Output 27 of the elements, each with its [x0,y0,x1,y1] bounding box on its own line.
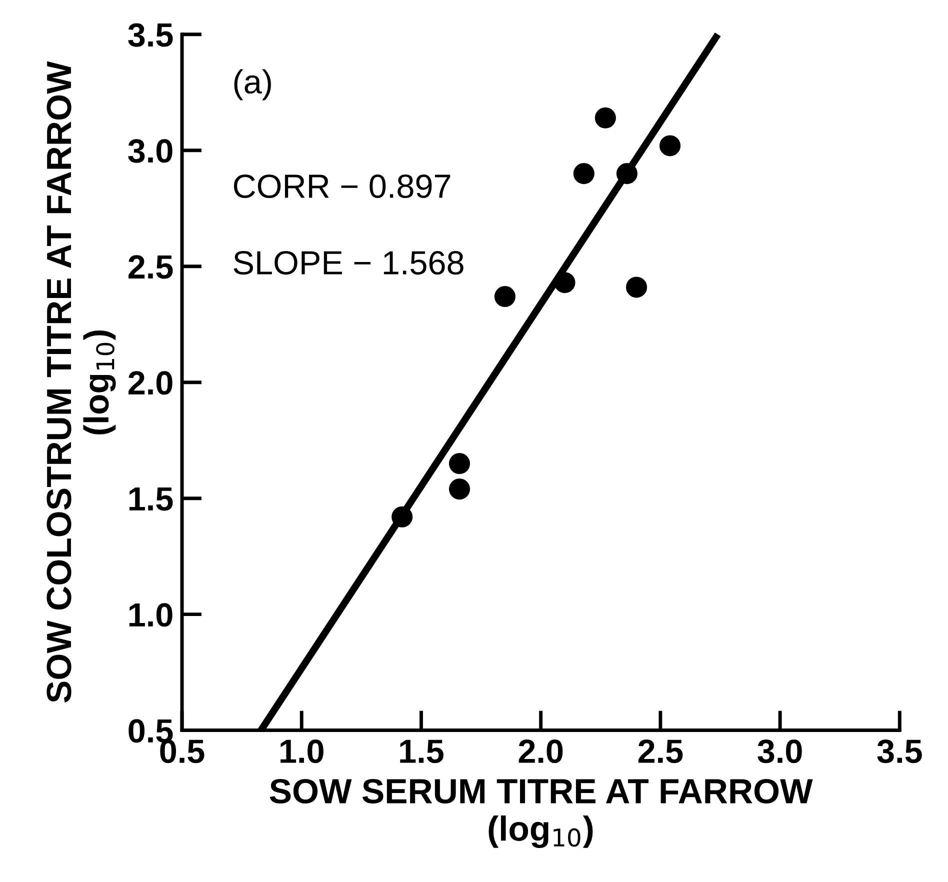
annotation: (a) [234,69,271,100]
x-axis-title: SOW SERUM TITRE AT FARROW (log$_{10}$) [270,778,813,848]
x-tick-label: 1.5 [400,740,444,764]
y-tick-label: 1.0 [129,603,172,627]
y-tick-label: 2.5 [128,255,173,279]
x-tick-label: 3.5 [877,740,922,764]
point [448,478,470,500]
x-tick-label: 1.0 [280,740,324,764]
point [616,163,638,184]
annotation: SLOPE − 1.568 [234,251,464,275]
y-tick-label: 3.0 [128,139,172,163]
annotation: CORR − 0.897 [234,174,450,198]
y-tick-label: 3.5 [128,23,173,47]
point [448,453,470,474]
x-tick-label: 2.5 [638,740,683,764]
point [594,107,616,128]
x-tick-label: 3.0 [758,740,802,764]
point [626,276,648,298]
point [392,506,413,528]
y-axis-title: SOW COLOSTRUM TITRE AT FARROW (log$_{10}$) [46,61,116,702]
x-tick-label: 2.0 [518,740,563,764]
point [659,135,681,156]
point [573,163,594,184]
point [554,272,576,294]
point [494,286,516,308]
y-tick-label: 2.0 [128,371,172,395]
y-tick-label: 1.5 [129,487,173,511]
